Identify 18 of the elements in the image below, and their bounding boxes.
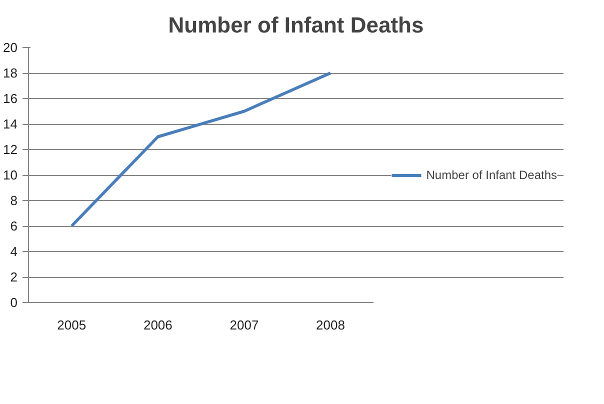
- y-tick-label: 2: [10, 270, 18, 284]
- chart-title: Number of Infant Deaths: [168, 12, 424, 38]
- x-tick-label: 2008: [316, 318, 345, 332]
- line-series: [70, 72, 332, 228]
- y-tick-label: 18: [3, 66, 18, 80]
- y-tick-label: 16: [3, 91, 18, 106]
- x-tick-label: 2006: [143, 318, 172, 332]
- y-tick-label: 10: [3, 168, 18, 182]
- y-tick-label: 20: [3, 40, 18, 55]
- y-tick-label: 12: [3, 142, 18, 157]
- y-tick-label: 0: [10, 295, 18, 310]
- x-tick-label: 2005: [57, 318, 86, 332]
- x-tick-label: 2007: [230, 318, 259, 332]
- y-tick-label: 6: [10, 218, 18, 234]
- y-tick-label: 14: [3, 116, 18, 132]
- legend-label: Number of Infant Deaths: [426, 168, 557, 182]
- y-tick-label: 8: [10, 193, 18, 208]
- y-tick-label: 4: [10, 244, 18, 259]
